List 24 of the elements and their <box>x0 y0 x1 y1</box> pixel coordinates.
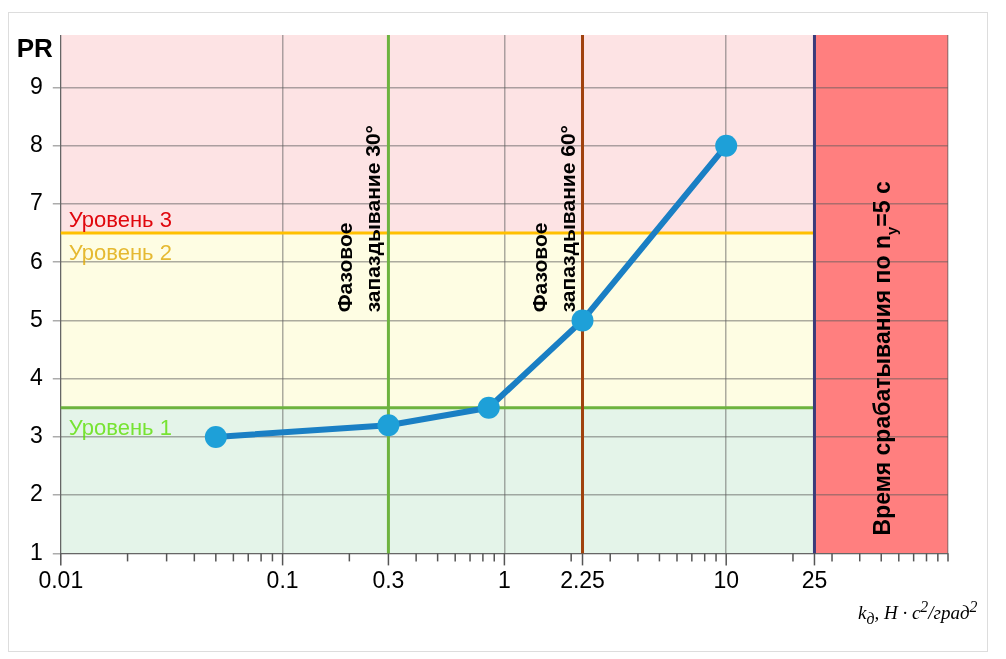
y-tick-label: 7 <box>29 189 43 216</box>
y-tick-label: 5 <box>29 305 43 332</box>
y-axis-title: PR <box>16 33 54 63</box>
ref-line-label: Уровень 2 <box>68 240 172 266</box>
ref-line-label: Фазовое запаздывание 30° <box>333 125 385 313</box>
ref-line-label: Фазовое запаздывание 60° <box>527 125 579 313</box>
y-tick-label: 3 <box>29 422 43 449</box>
y-tick-label: 2 <box>29 480 43 507</box>
y-tick-label: 9 <box>29 72 43 99</box>
band-label: Время срабатывания по ny=5 с <box>869 181 901 536</box>
x-tick-label: 25 <box>801 566 828 593</box>
x-tick-label: 0.01 <box>38 566 84 593</box>
y-tick-label: 6 <box>29 247 43 274</box>
x-tick-label: 1 <box>498 566 511 593</box>
x-tick-label: 10 <box>713 566 739 593</box>
y-tick-label: 8 <box>29 131 43 158</box>
x-tick-label: 0.3 <box>372 566 405 593</box>
y-tick-label: 4 <box>29 364 43 390</box>
x-axis-title: k$_{д}$, Н · с$^{2}$/град$^{2}$ <box>858 598 978 629</box>
x-tick-label: 0.1 <box>266 566 299 593</box>
x-tick-label: 2.25 <box>560 566 605 593</box>
y-tick-label: 1 <box>29 538 43 565</box>
ref-line-label: Уровень 1 <box>68 414 172 440</box>
band-label: Уровень 3 <box>68 207 172 233</box>
